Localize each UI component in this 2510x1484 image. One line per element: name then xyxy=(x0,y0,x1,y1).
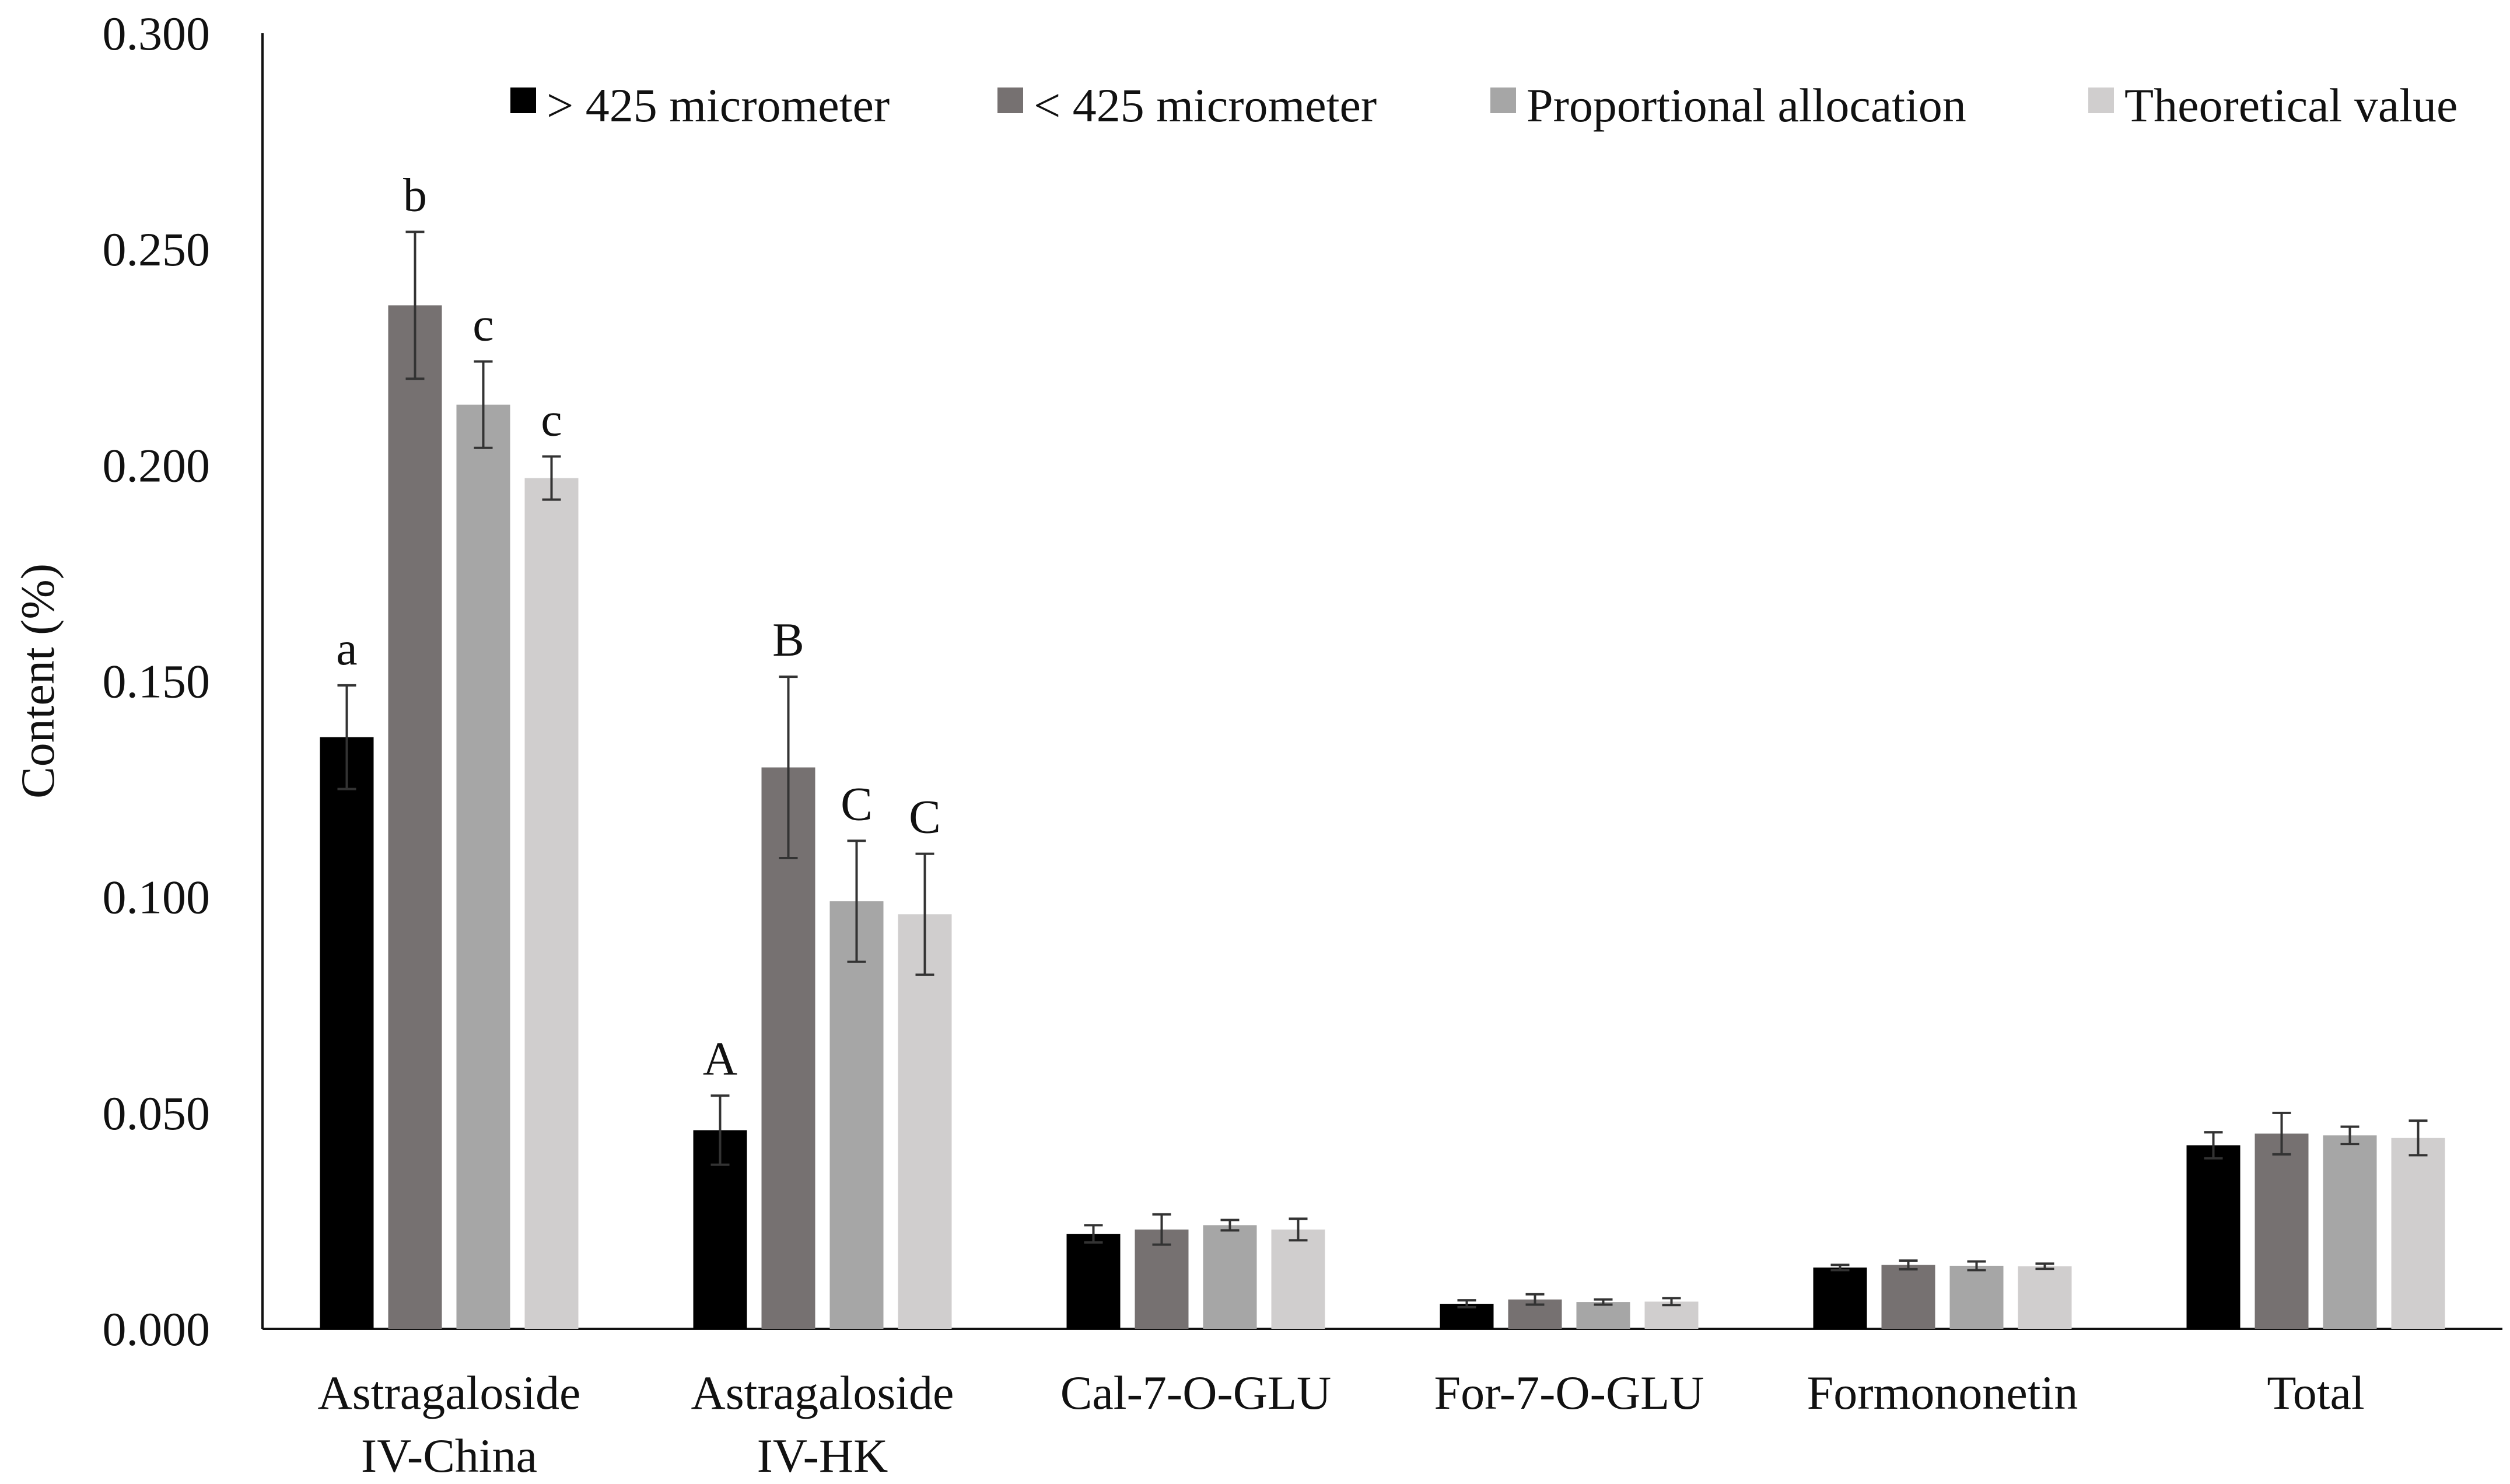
y-tick-label: 0.150 xyxy=(103,655,211,708)
bar-1-cat-3 xyxy=(1066,1234,1121,1329)
x-category-label: Cal-7-O-GLU xyxy=(1060,1366,1332,1419)
bar-2-cat-2 xyxy=(761,767,815,1329)
y-tick-label: 0.100 xyxy=(103,871,211,924)
legend-label-2: < 425 micrometer xyxy=(1034,79,1377,132)
bar-1-cat-1 xyxy=(320,737,374,1329)
bar-1-cat-6 xyxy=(2186,1145,2241,1329)
legend-swatch-4 xyxy=(2088,88,2114,113)
bar-2-cat-3 xyxy=(1135,1229,1189,1329)
x-category-label: Formononetin xyxy=(1807,1366,2078,1419)
bar-3-cat-1 xyxy=(456,404,510,1329)
significance-label: A xyxy=(703,1032,737,1085)
significance-label: C xyxy=(909,790,941,844)
legend-label-1: > 425 micrometer xyxy=(547,79,890,132)
legend-swatch-3 xyxy=(1490,88,1516,113)
y-tick-label: 0.200 xyxy=(103,439,211,492)
bar-4-cat-6 xyxy=(2391,1138,2445,1329)
significance-label: C xyxy=(841,777,873,830)
legend-label-4: Theoretical value xyxy=(2124,79,2458,132)
bar-4-cat-2 xyxy=(898,914,952,1329)
y-tick-label: 0.300 xyxy=(103,7,211,60)
bar-2-cat-5 xyxy=(1881,1265,1935,1329)
legend-swatch-2 xyxy=(997,88,1023,113)
y-tick-label: 0.250 xyxy=(103,223,211,276)
bar-3-cat-2 xyxy=(829,901,884,1329)
bar-3-cat-6 xyxy=(2323,1135,2377,1329)
x-category-label: Astragaloside xyxy=(318,1366,581,1419)
significance-label: B xyxy=(772,613,804,666)
bar-4-cat-1 xyxy=(524,478,579,1329)
significance-label: b xyxy=(403,169,427,222)
bar-3-cat-4 xyxy=(1576,1302,1630,1329)
bar-1-cat-5 xyxy=(1813,1267,1867,1329)
significance-label: c xyxy=(472,298,493,351)
bar-2-cat-6 xyxy=(2255,1133,2309,1329)
legend-swatch-1 xyxy=(510,88,536,113)
x-category-label: Astragaloside xyxy=(691,1366,954,1419)
x-category-label: IV-China xyxy=(361,1429,537,1482)
significance-label: c xyxy=(541,393,562,446)
bar-4-cat-5 xyxy=(2018,1266,2072,1329)
x-category-label: Total xyxy=(2267,1366,2364,1419)
x-category-label: IV-HK xyxy=(757,1429,888,1482)
y-tick-label: 0.050 xyxy=(103,1087,211,1140)
bar-2-cat-1 xyxy=(388,305,442,1329)
bar-3-cat-3 xyxy=(1203,1225,1257,1329)
legend-label-3: Proportional allocation xyxy=(1527,79,1966,132)
bar-3-cat-5 xyxy=(1949,1265,2004,1329)
y-axis-label: Content (%) xyxy=(11,564,64,799)
y-tick-label: 0.000 xyxy=(103,1303,211,1356)
bar-4-cat-3 xyxy=(1271,1229,1325,1329)
significance-label: a xyxy=(336,622,357,675)
x-category-label: For-7-O-GLU xyxy=(1434,1366,1704,1419)
